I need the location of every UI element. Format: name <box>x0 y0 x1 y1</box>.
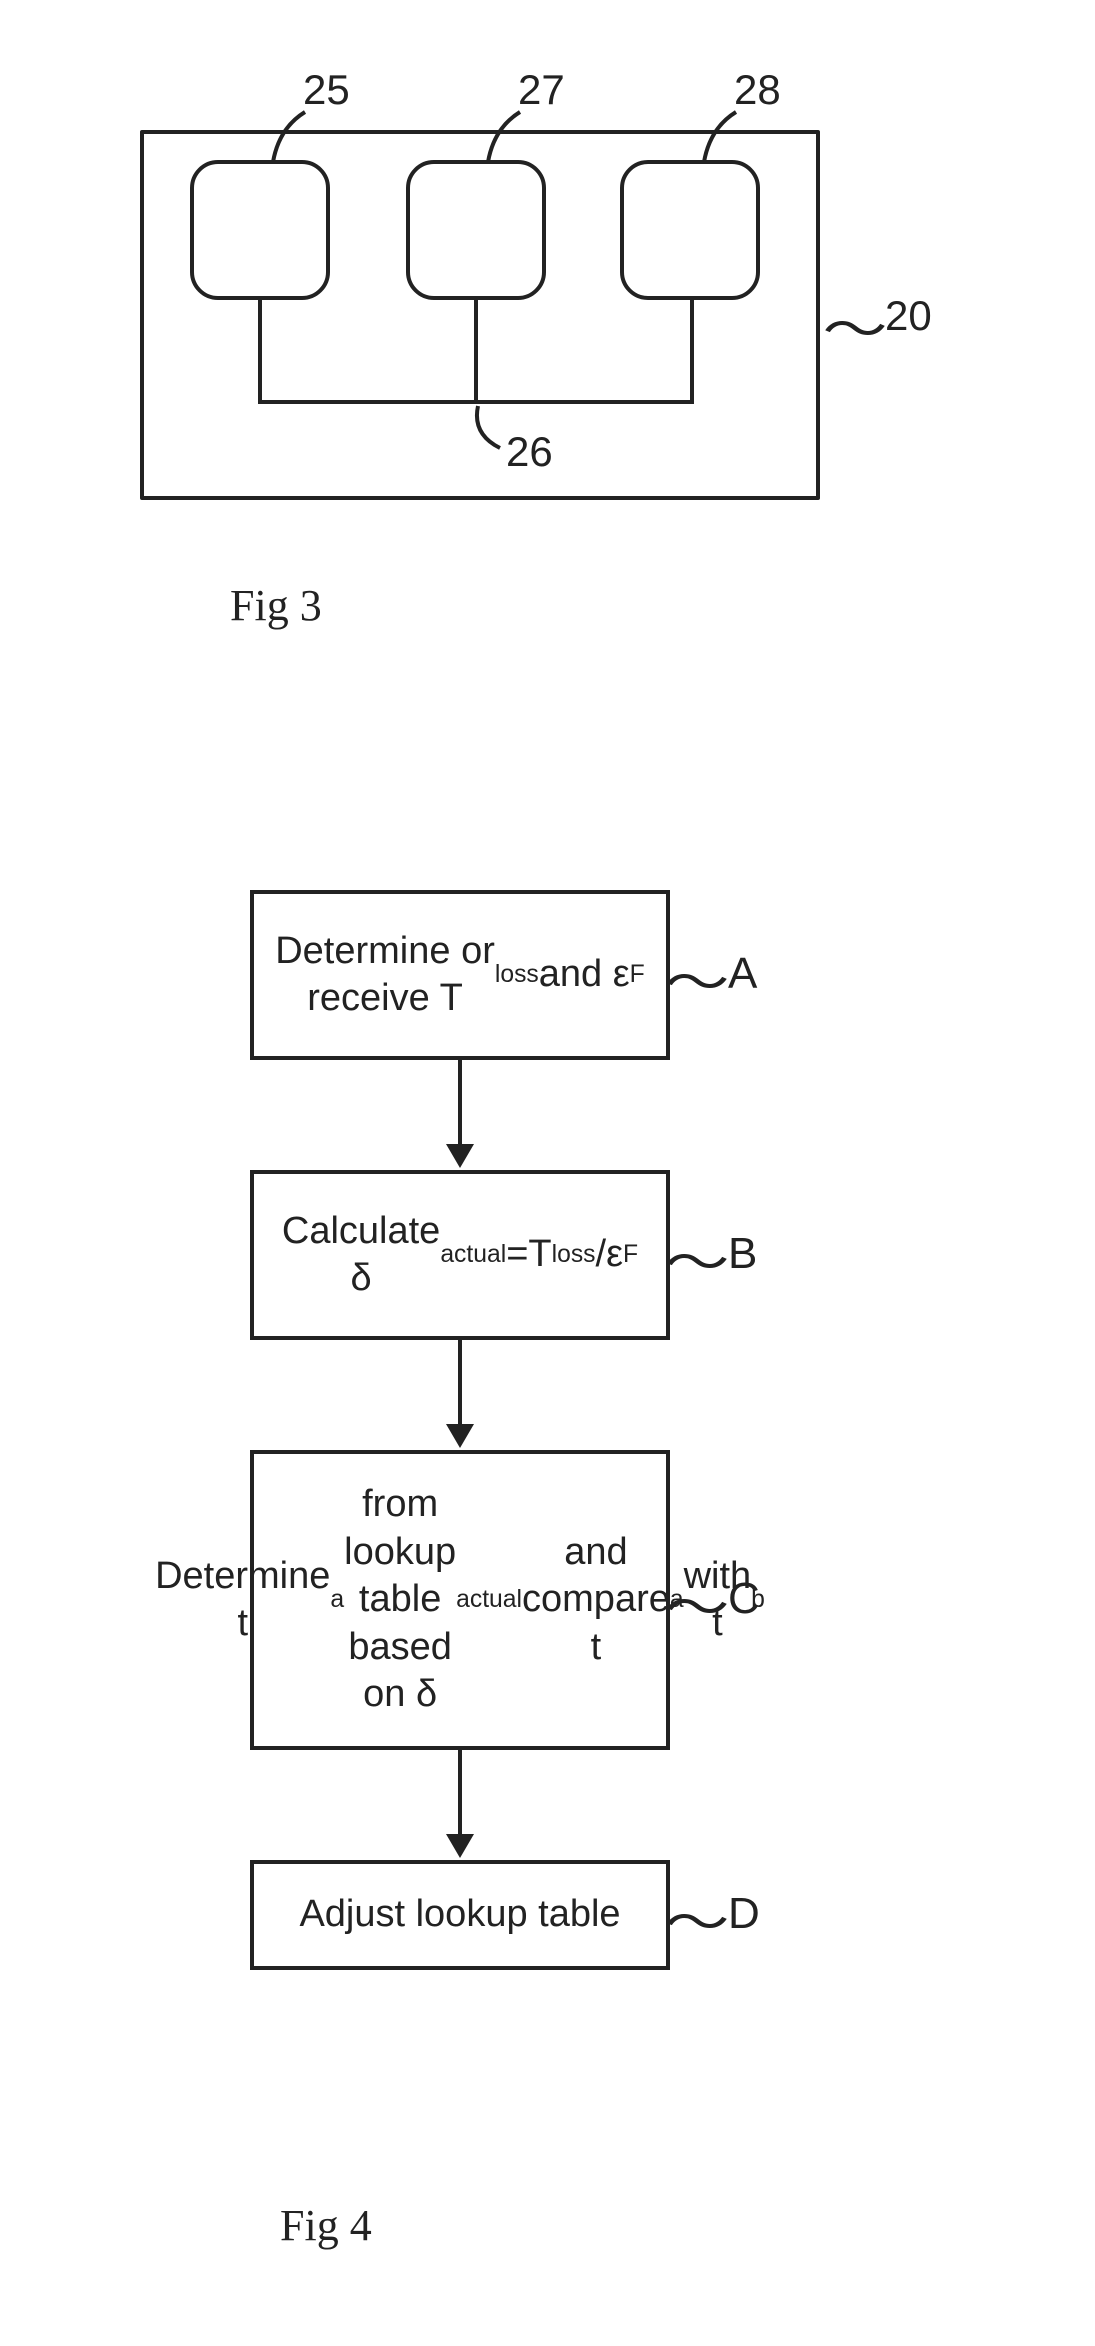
fig3-caption: Fig 3 <box>230 580 322 631</box>
step-hook-C: 〜 <box>665 1568 730 1640</box>
callout-hook-20: 〜 <box>823 290 888 362</box>
flow-step-D: Adjust lookup table <box>250 1860 670 1970</box>
step-label-C: C <box>728 1574 760 1624</box>
arrow-B <box>458 1340 462 1426</box>
step-label-A: A <box>728 949 757 999</box>
callout-hook-28 <box>698 110 748 170</box>
fig3-bus-drop-3 <box>690 300 694 400</box>
step-hook-D: 〜 <box>665 1883 730 1955</box>
node-25 <box>190 160 330 300</box>
fig4-flowchart: Determine orreceive Tloss and εF〜ACalcul… <box>230 870 870 2250</box>
arrow-C <box>458 1750 462 1836</box>
node-28 <box>620 160 760 300</box>
flow-step-C: Determine ta fromlookup table basedon δa… <box>250 1450 670 1750</box>
page: 25 27 28 〜 20 26 Fig 3 Determine orreceive… <box>0 0 1095 2346</box>
flow-step-A: Determine orreceive Tloss and εF <box>250 890 670 1060</box>
node-27 <box>406 160 546 300</box>
callout-20: 20 <box>885 292 932 340</box>
arrow-A <box>458 1060 462 1146</box>
step-hook-A: 〜 <box>665 943 730 1015</box>
callout-28: 28 <box>734 66 781 114</box>
fig3-diagram: 252728 〜 20 26 <box>130 60 870 520</box>
step-label-B: B <box>728 1229 757 1279</box>
flow-step-B: Calculateδactual=Tloss/εF <box>250 1170 670 1340</box>
callout-27: 27 <box>518 66 565 114</box>
fig4-caption: Fig 4 <box>280 2200 372 2251</box>
arrow-head-C <box>446 1834 474 1858</box>
step-hook-B: 〜 <box>665 1223 730 1295</box>
callout-hook-27 <box>482 110 532 170</box>
callout-hook-25 <box>267 110 317 170</box>
arrow-head-A <box>446 1144 474 1168</box>
callout-25: 25 <box>303 66 350 114</box>
step-label-D: D <box>728 1889 760 1939</box>
callout-26: 26 <box>506 428 553 476</box>
arrow-head-B <box>446 1424 474 1448</box>
fig3-bus-drop-1 <box>258 300 262 400</box>
fig3-bus-drop-2 <box>474 300 478 400</box>
